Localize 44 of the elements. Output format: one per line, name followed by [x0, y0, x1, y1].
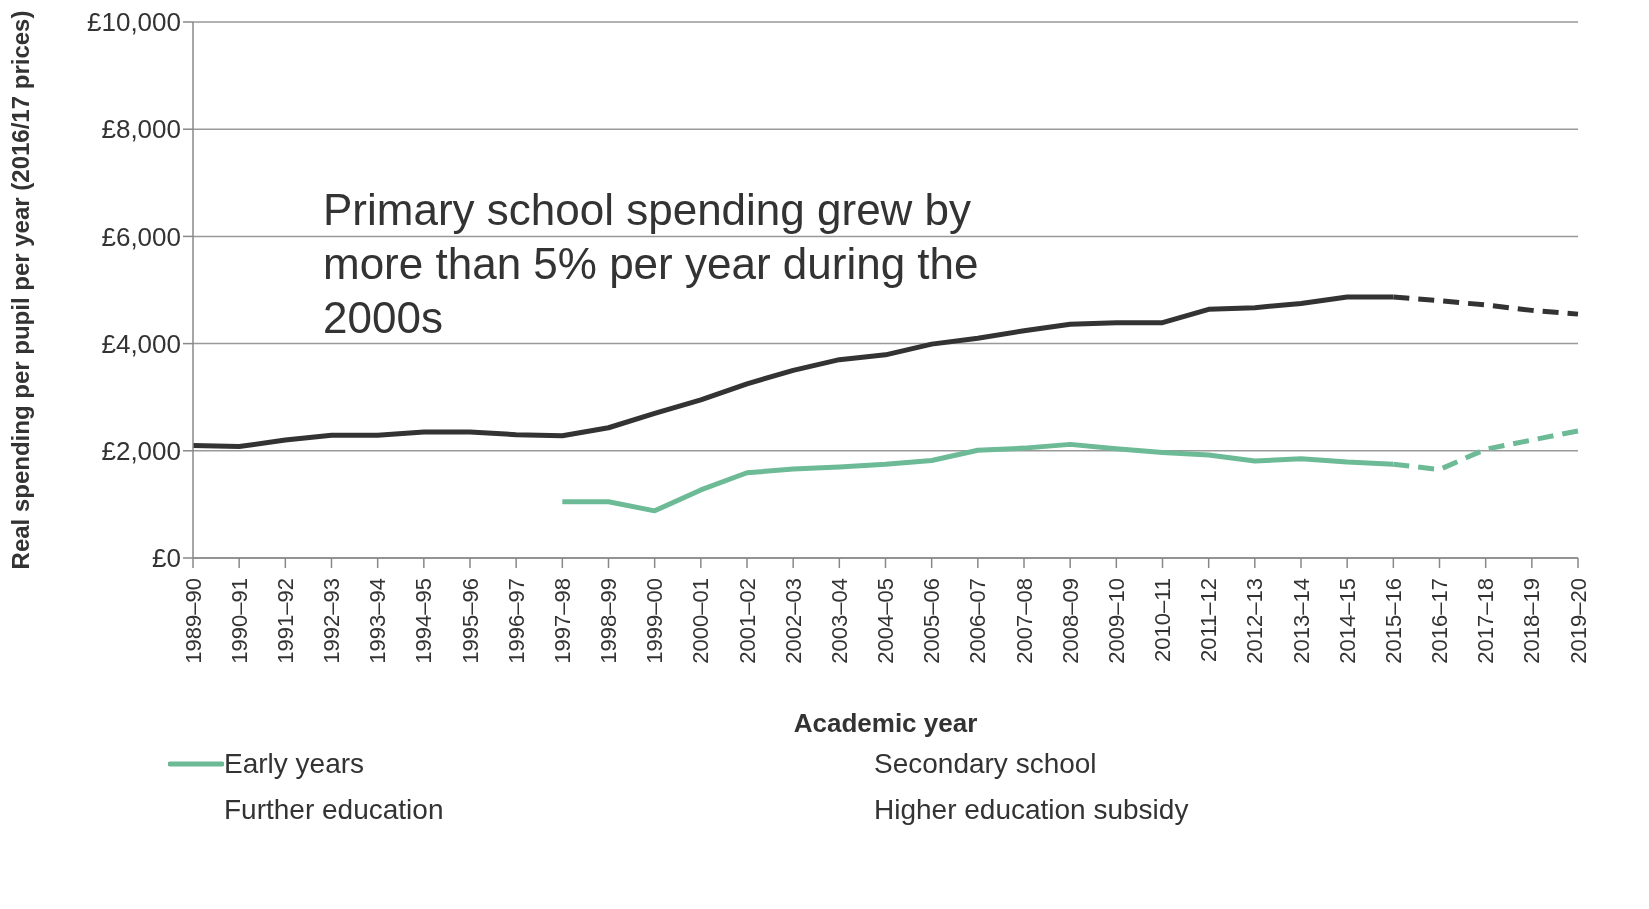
x-tick-label: 2015–16 — [1380, 578, 1406, 664]
y-tick-label: £2,000 — [101, 436, 181, 467]
y-tick-label: £6,000 — [101, 221, 181, 252]
x-tick-label: 2007–08 — [1011, 578, 1037, 664]
annotation: Primary school spending grew by more than 5% per year during the 2000s — [323, 184, 980, 344]
x-tick-label: 1991–92 — [272, 578, 298, 664]
x-tick-label: 2010–11 — [1150, 578, 1175, 663]
x-tick-label: 2019–20 — [1565, 578, 1591, 664]
x-tick-label: 2000–01 — [688, 578, 714, 664]
x-tick-label: 2006–07 — [965, 578, 991, 664]
x-tick-label: 2003–04 — [826, 578, 852, 664]
x-tick-label: 1996–97 — [503, 578, 529, 664]
x-tick-label: 2004–05 — [873, 578, 898, 664]
x-tick-label: 2008–09 — [1057, 578, 1083, 664]
x-tick-label: 2005–06 — [919, 578, 945, 664]
text: Secondary school — [874, 748, 1097, 780]
x-tick-label: 1998–99 — [596, 578, 621, 664]
y-tick-label: £4,000 — [101, 328, 181, 359]
x-tick-label: 2001–02 — [734, 578, 760, 664]
x-axis-title: Academic year — [793, 708, 978, 738]
x-tick-label: 1989–90 — [180, 578, 206, 664]
x-tick-label: 1995–96 — [457, 578, 483, 664]
x-tick-label: 2011–12 — [1196, 578, 1222, 663]
x-tick-label: 1990–91 — [226, 578, 252, 664]
x-tick-label: 2016–17 — [1427, 578, 1452, 664]
x-tick-label: 2013–14 — [1288, 578, 1314, 664]
x-tick-label: 2009–10 — [1103, 578, 1129, 664]
x-tick-label: 1997–98 — [549, 578, 575, 664]
x-tick-label: 2012–13 — [1242, 578, 1268, 664]
x-tick-label: 1993–94 — [365, 578, 391, 664]
x-tick-label: 2017–18 — [1473, 578, 1499, 664]
x-tick-label: 2002–03 — [780, 578, 806, 664]
x-tick-label: 2014–15 — [1334, 578, 1360, 664]
text: Higher education subsidy — [874, 794, 1189, 826]
y-axis-title: Real spending per pupil per year (2016/17 prices) — [6, 10, 34, 570]
y-tick-label: £8,000 — [101, 114, 181, 145]
legend-label: Early years — [224, 748, 365, 780]
x-tick-label: 1992–93 — [319, 578, 344, 664]
x-tick-label: 1999–00 — [642, 578, 668, 664]
x-tick-label: 1994–95 — [411, 578, 437, 664]
y-tick-label: £10,000 — [87, 7, 181, 38]
text: Further education — [224, 794, 444, 826]
x-tick-label: 2018–19 — [1519, 578, 1545, 664]
y-tick-label: £0 — [152, 543, 181, 574]
